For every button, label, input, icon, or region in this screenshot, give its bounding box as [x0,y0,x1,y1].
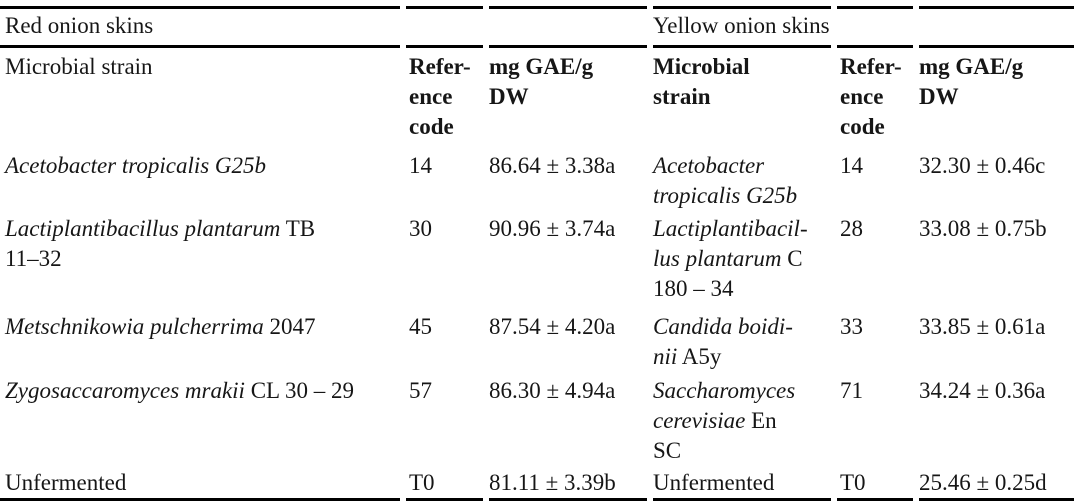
strain-line: Metschnikowia pulcherrima 2047 [5,314,316,339]
header-line: DW [489,84,529,109]
strain-line: Candida boidi- [653,314,793,339]
rule-spacer-cell [489,6,647,48]
fermentation-results-table: Red onion skins Yellow onion skins Micro… [0,6,1080,501]
microbial-strain-cell: Unfermented [0,466,400,501]
strain-line: 180 – 34 [653,276,734,301]
header-line: ence [840,84,884,109]
rule-spacer-cell [406,6,483,48]
microbial-strain-cell: Lactiplantibacillus plantarum TB 11–32 [0,212,400,310]
mg-gae-value-cell: 86.30 ± 4.94a [489,378,616,403]
microbial-strain-cell: Zygosaccaromyces mrakii CL 30 – 29 [0,374,400,466]
mg-gae-value-cell: 33.85 ± 0.61a [919,314,1046,339]
mg-gae-value-cell: 33.08 ± 0.75b [919,216,1047,241]
microbial-strain-cell: Acetobacter tropicalis G25b [653,149,831,212]
reference-code-cell: 14 [840,153,863,178]
strain-line: Saccharomyces [653,378,796,403]
rule-spacer-cell [837,6,913,48]
mg-gae-value-cell: 25.46 ± 0.25d [919,466,1074,501]
strain-line: Lactiplantibacil- [653,216,808,241]
table-body: Acetobacter tropicalis G25b 14 86.64 ± 3.3… [0,149,1074,501]
header-line: code [840,114,885,139]
header-microbial-strain-right: Microbial strain [653,48,831,149]
strain-line: SC [653,438,682,463]
mg-gae-value-cell: 32.30 ± 0.46c [919,153,1046,178]
header-line: mg GAE/g [919,54,1024,79]
reference-code-cell: 28 [840,216,863,241]
header-reference-code-right: Refer-ence code [837,48,913,149]
strain-line: Lactiplantibacillus plantarum TB [5,216,316,241]
mg-gae-value-cell: 34.24 ± 0.36a [919,378,1046,403]
table-row: Unfermented T0 81.11 ± 3.39b Unfermented T0 2… [0,466,1074,501]
strain-line: Acetobacter [653,153,765,178]
header-mg-gae-dw-left: mg GAE/g DW [489,48,647,149]
strain-line: Unfermented [5,470,127,495]
table-row: Zygosaccaromyces mrakii CL 30 – 29 57 86.3… [0,374,1074,466]
reference-code-cell: 45 [409,314,432,339]
group-header-row: Red onion skins Yellow onion skins [0,6,1074,48]
reference-code-cell: 30 [409,216,432,241]
group-label-yellow-onion-skins: Yellow onion skins [653,6,831,48]
header-line: strain [653,84,711,109]
header-line: ence [409,84,453,109]
column-header-row: Microbial strain Refer-ence code mg GAE/g… [0,48,1074,149]
header-line: code [409,114,454,139]
mg-gae-value-cell: 87.54 ± 4.20a [489,314,616,339]
header-microbial-strain-left: Microbial strain [5,54,153,79]
strain-line: cerevisiae En [653,408,777,433]
microbial-strain-cell: Metschnikowia pulcherrima 2047 [0,310,400,374]
microbial-strain-cell: Saccharomyces cerevisiae En SC [653,374,831,466]
rule-spacer-cell [919,6,1074,48]
table-row: Metschnikowia pulcherrima 2047 45 87.54 ± … [0,310,1074,374]
table-row: Acetobacter tropicalis G25b 14 86.64 ± 3.3… [0,149,1074,212]
reference-code-cell: T0 [406,466,483,501]
header-line: DW [919,84,959,109]
strain-line: Acetobacter tropicalis G25b [5,153,267,178]
strain-line: tropicalis G25b [653,183,798,208]
reference-code-cell: 57 [409,378,432,403]
microbial-strain-cell: Acetobacter tropicalis G25b [0,149,400,212]
header-reference-code-left: Refer-ence code [406,48,483,149]
reference-code-cell: T0 [837,466,913,501]
header-line: mg GAE/g [489,54,594,79]
mg-gae-value-cell: 86.64 ± 3.38a [489,153,616,178]
microbial-strain-cell: Unfermented [653,466,831,501]
reference-code-cell: 71 [840,378,863,403]
strain-line: nii A5y [653,344,722,369]
reference-code-cell: 14 [409,153,432,178]
group-label-red-onion-skins: Red onion skins [0,6,400,48]
mg-gae-value-cell: 90.96 ± 3.74a [489,216,616,241]
microbial-strain-cell: Candida boidi-nii A5y [653,310,831,374]
reference-code-cell: 33 [840,314,863,339]
header-line: Microbial [653,54,750,79]
mg-gae-value-cell: 81.11 ± 3.39b [489,466,647,501]
header-line: Refer- [409,54,471,79]
microbial-strain-cell: Lactiplantibacil-lus plantarum C 180 – 34 [653,212,831,310]
header-line: Refer- [840,54,902,79]
strain-line: Zygosaccaromyces mrakii CL 30 – 29 [5,378,354,403]
table-row: Lactiplantibacillus plantarum TB 11–32 30 9… [0,212,1074,310]
header-mg-gae-dw-right: mg GAE/g DW [919,48,1074,149]
strain-line: lus plantarum C [653,246,803,271]
strain-line: Unfermented [653,470,775,495]
strain-line: 11–32 [5,246,62,271]
